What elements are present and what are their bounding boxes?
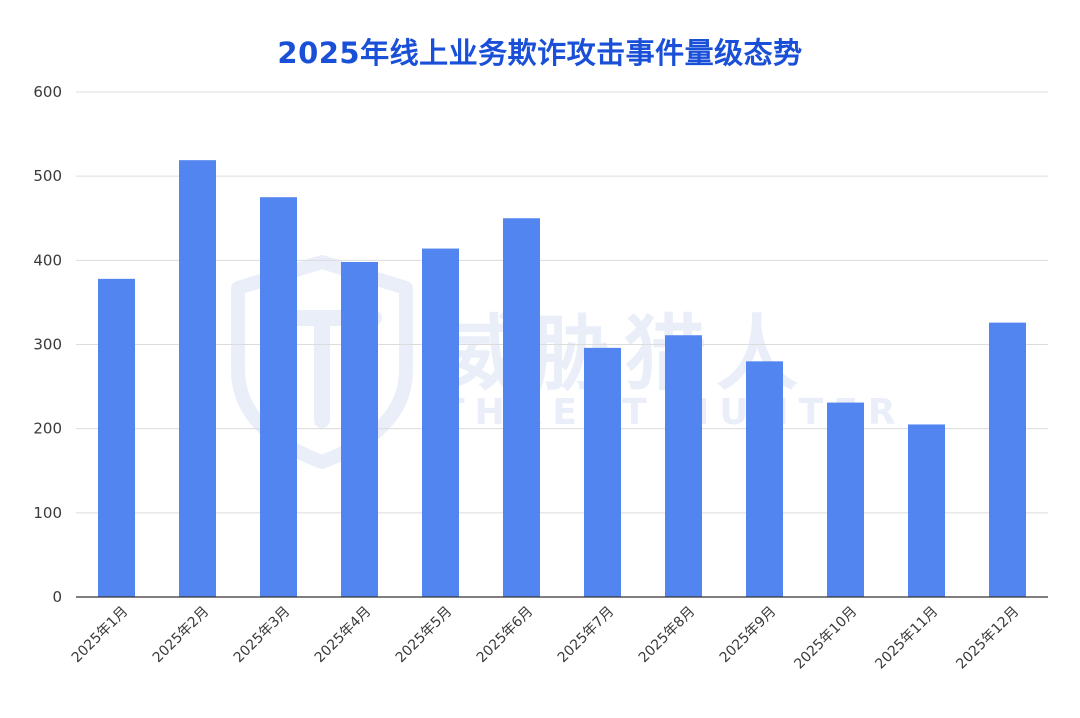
y-tick-label: 600 — [33, 83, 62, 101]
y-tick-label: 200 — [33, 420, 62, 438]
y-tick-label: 300 — [33, 336, 62, 354]
x-tick-labels: 2025年1月 2025年2月 2025年3月 2025年4月 2025年5月 2025年… — [69, 604, 1023, 673]
bar — [422, 248, 459, 598]
grid-lines — [76, 91, 1048, 514]
y-tick-label: 500 — [33, 167, 62, 185]
x-tick-label: 2025年1月 — [69, 604, 132, 667]
bar — [341, 262, 378, 597]
x-tick-label: 2025年7月 — [555, 604, 618, 667]
bar — [503, 218, 540, 597]
y-tick-labels: 0 100 200 300 400 500 600 — [33, 83, 62, 606]
x-tick-label: 2025年5月 — [393, 604, 456, 667]
x-tick-label: 2025年12月 — [953, 604, 1022, 673]
x-tick-label: 2025年9月 — [717, 604, 780, 667]
x-tick-label: 2025年10月 — [791, 604, 860, 673]
chart-title: 2025年线上业务欺诈攻击事件量级态势 — [277, 36, 803, 70]
bar — [989, 322, 1026, 597]
bar — [584, 347, 621, 597]
bar — [98, 278, 135, 597]
y-tick-label: 400 — [33, 251, 62, 269]
bar — [908, 424, 945, 597]
y-tick-label: 0 — [52, 588, 62, 606]
bar — [665, 335, 702, 597]
bars — [98, 160, 1026, 598]
x-tick-label: 2025年8月 — [636, 604, 699, 667]
x-tick-label: 2025年11月 — [872, 604, 941, 673]
watermark: 威胁猎人 THREAT HUNTER — [231, 255, 896, 469]
x-tick-label: 2025年6月 — [474, 604, 537, 667]
bar — [179, 160, 216, 598]
bar — [827, 402, 864, 597]
x-tick-label: 2025年4月 — [312, 604, 375, 667]
x-tick-label: 2025年2月 — [150, 604, 213, 667]
bar — [746, 361, 783, 597]
x-tick-label: 2025年3月 — [231, 604, 294, 667]
bar — [260, 197, 297, 598]
y-tick-label: 100 — [33, 504, 62, 522]
